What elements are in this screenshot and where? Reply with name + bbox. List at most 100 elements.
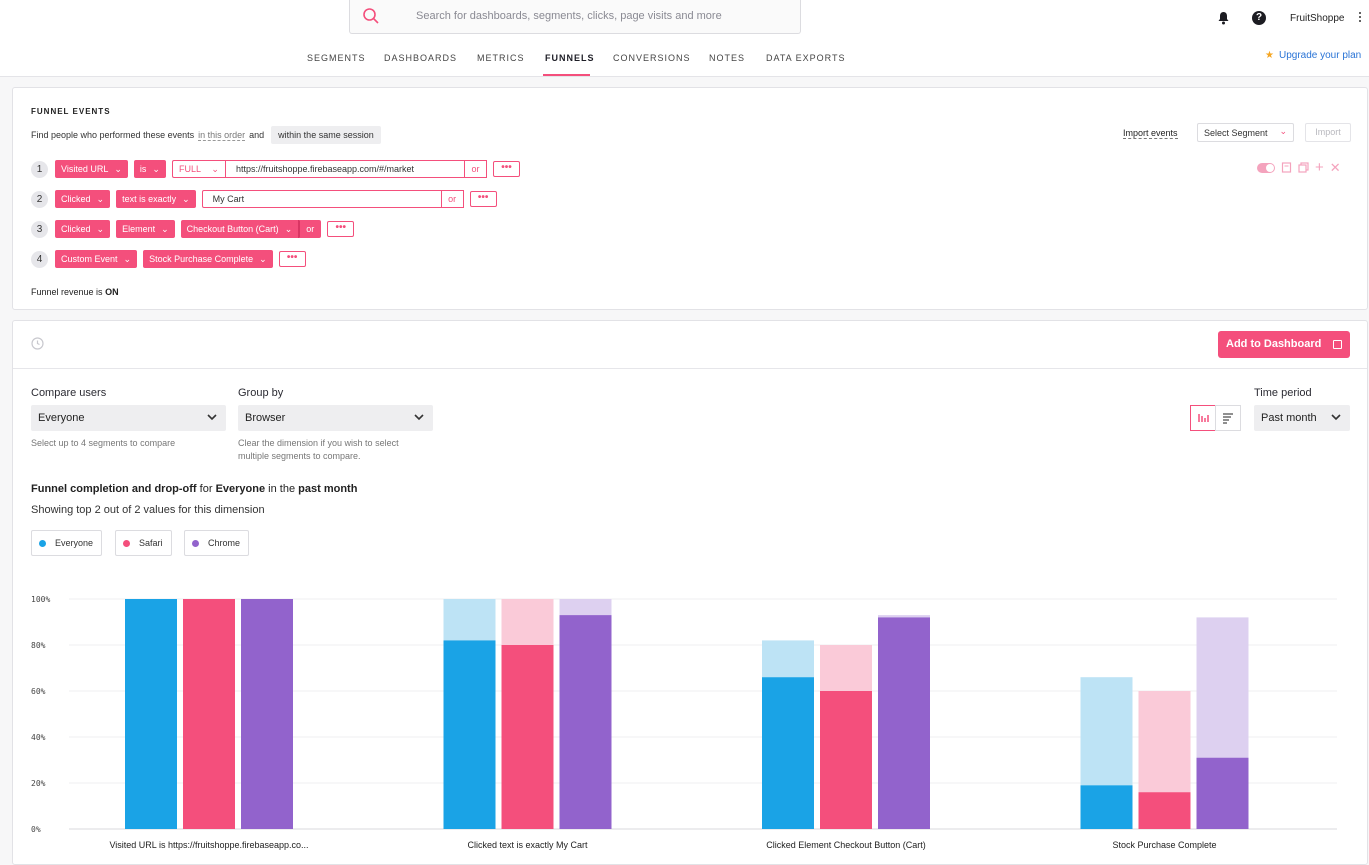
dropoff-bar: [443, 599, 496, 641]
select-segment-dropdown[interactable]: Select Segment ⌄: [1197, 123, 1294, 142]
group-by-dropdown[interactable]: Browser: [238, 405, 433, 431]
compare-users-dropdown[interactable]: Everyone: [31, 405, 226, 431]
chevron-down-icon: [207, 414, 217, 421]
event-type-dropdown[interactable]: Custom Event ⌄: [55, 250, 138, 268]
clock-icon[interactable]: [31, 337, 44, 350]
add-step-icon[interactable]: +: [1315, 159, 1324, 176]
event-type-dropdown[interactable]: Clicked ⌄: [55, 190, 111, 208]
element-value-dropdown[interactable]: Checkout Button (Cart) ⌄: [180, 220, 300, 238]
funnel-description: Find people who performed these events i…: [31, 126, 381, 144]
time-period-dropdown[interactable]: Past month: [1254, 405, 1350, 431]
list-icon: [1223, 413, 1233, 424]
step-number: 1: [31, 160, 48, 178]
help-icon[interactable]: ?: [1252, 11, 1266, 25]
operator-dropdown[interactable]: is ⌄: [133, 160, 166, 178]
list-view-button[interactable]: [1215, 405, 1241, 431]
event-type-label: Clicked: [61, 224, 91, 234]
tab-funnels[interactable]: FUNNELS: [545, 53, 595, 63]
funnel-step-3: 3 Clicked ⌄ Element ⌄ Checkout Button (Car…: [31, 220, 355, 238]
legend-safari[interactable]: Safari: [115, 530, 172, 556]
revenue-state[interactable]: ON: [105, 287, 119, 297]
completion-bar: [1196, 757, 1249, 829]
notifications-bell-icon[interactable]: [1217, 11, 1230, 25]
account-name[interactable]: FruitShoppe: [1290, 13, 1345, 24]
completion-bar: [501, 645, 554, 829]
desc-prefix: Find people who performed these events: [31, 130, 195, 140]
tab-data-exports[interactable]: DATA EXPORTS: [766, 53, 846, 63]
chevron-down-icon: ⌄: [152, 164, 160, 174]
text-value-input[interactable]: My Cart: [201, 190, 442, 208]
compare-users-hint: Select up to 4 segments to compare: [31, 438, 176, 448]
chart-title-b: for: [199, 483, 213, 495]
upgrade-label: Upgrade your plan: [1278, 50, 1362, 61]
operator-label: is: [139, 164, 147, 174]
funnel-events-panel: FUNNEL EVENTS Find people who performed …: [12, 87, 1368, 310]
more-options-button[interactable]: •••: [278, 251, 306, 267]
chevron-down-icon: ⌄: [182, 194, 190, 204]
upgrade-link[interactable]: ★ Upgrade your plan: [1265, 50, 1361, 61]
legend-dot: [123, 539, 130, 547]
completion-bar: [1080, 785, 1133, 829]
legend-dot: [192, 539, 199, 547]
main-nav: SEGMENTS DASHBOARDS METRICS FUNNELS CONV…: [0, 48, 1369, 76]
or-button[interactable]: or: [441, 190, 464, 208]
bookmark-icon[interactable]: [1281, 162, 1292, 173]
account-menu-icon[interactable]: [1359, 12, 1362, 24]
star-icon: ★: [1265, 50, 1274, 61]
remove-step-icon[interactable]: ✕: [1329, 160, 1341, 175]
completion-bar: [820, 691, 872, 829]
session-selector[interactable]: within the same session: [271, 126, 381, 144]
tab-dashboards[interactable]: DASHBOARDS: [384, 53, 458, 63]
url-value-input[interactable]: https://fruitshoppe.firebaseapp.com/#/ma…: [224, 160, 465, 178]
more-options-button[interactable]: •••: [327, 221, 355, 237]
chart-title: Funnel completion and drop-off for Every…: [31, 483, 357, 495]
tab-metrics[interactable]: METRICS: [477, 53, 525, 63]
desc-and: and: [249, 130, 265, 140]
step-toggle[interactable]: [1257, 162, 1275, 173]
operator-dropdown[interactable]: text is exactly ⌄: [116, 190, 196, 208]
tab-notes[interactable]: NOTES: [709, 53, 746, 63]
dropoff-bar: [559, 599, 612, 616]
add-to-dashboard-label: Add to Dashboard: [1226, 338, 1322, 350]
chevron-down-icon: ⌄: [211, 164, 219, 174]
order-selector[interactable]: in this order: [198, 129, 246, 141]
tab-conversions[interactable]: CONVERSIONS: [613, 53, 691, 63]
add-to-dashboard-button[interactable]: Add to Dashboard: [1218, 331, 1350, 358]
legend-label: Chrome: [208, 538, 241, 548]
url-mode-dropdown[interactable]: FULL ⌄: [171, 160, 225, 178]
url-mode-label: FULL: [178, 164, 201, 174]
legend-label: Everyone: [55, 538, 94, 548]
bar-chart-view-button[interactable]: [1190, 405, 1216, 431]
event-type-dropdown[interactable]: Clicked ⌄: [55, 220, 111, 238]
operator-dropdown[interactable]: Element ⌄: [116, 220, 175, 238]
dropoff-bar: [762, 640, 814, 678]
import-events-link[interactable]: Import events: [1123, 128, 1178, 139]
custom-event-dropdown[interactable]: Stock Purchase Complete ⌄: [143, 250, 273, 268]
chart-title-d: in the: [268, 483, 296, 495]
or-button[interactable]: or: [299, 220, 322, 238]
time-period-label: Time period: [1254, 387, 1312, 399]
element-value-label: Checkout Button (Cart): [186, 224, 279, 234]
y-tick-label: 80%: [31, 641, 46, 650]
more-options-button[interactable]: •••: [469, 191, 497, 207]
or-button[interactable]: or: [464, 160, 487, 178]
completion-bar: [443, 640, 496, 829]
funnel-bar-chart: 0% 20% 40% 60% 80% 100% Visited URL is https:/…: [31, 595, 1337, 850]
chevron-down-icon: ⌄: [96, 194, 105, 204]
step-number: 4: [31, 250, 48, 268]
search-input[interactable]: [416, 6, 786, 26]
y-tick-label: 60%: [31, 687, 46, 696]
x-tick-label: Visited URL is https://fruitshoppe.fireb…: [109, 840, 308, 850]
global-search[interactable]: [349, 0, 801, 34]
dropoff-bar: [501, 599, 554, 645]
chevron-down-icon: [414, 414, 424, 421]
tab-segments[interactable]: SEGMENTS: [307, 53, 366, 63]
chevron-down-icon: ⌄: [123, 254, 132, 264]
dropoff-bar: [1196, 617, 1249, 758]
more-options-button[interactable]: •••: [492, 161, 520, 177]
import-button[interactable]: Import: [1305, 123, 1351, 142]
event-type-dropdown[interactable]: Visited URL ⌄: [55, 160, 128, 178]
legend-chrome[interactable]: Chrome: [184, 530, 250, 556]
duplicate-icon[interactable]: [1298, 162, 1309, 173]
legend-everyone[interactable]: Everyone: [31, 530, 103, 556]
